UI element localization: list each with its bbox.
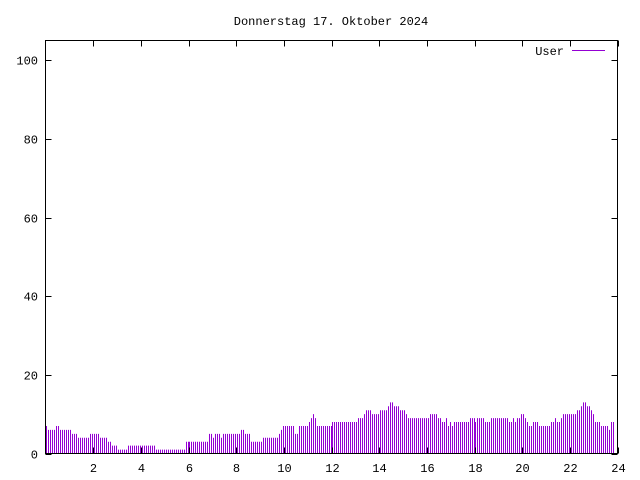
y-tick-label: 0 — [31, 449, 38, 463]
x-tick-label: 8 — [233, 462, 240, 476]
legend: User — [535, 45, 605, 59]
y-tick-label: 80 — [24, 134, 38, 148]
x-tick-label: 18 — [468, 462, 482, 476]
x-tick-label: 16 — [420, 462, 434, 476]
y-tick-label: 40 — [24, 291, 38, 305]
x-tick-label: 20 — [515, 462, 529, 476]
y-tick-label: 60 — [24, 213, 38, 227]
legend-label: User — [535, 45, 564, 59]
x-tick-label: 24 — [611, 462, 625, 476]
bars — [46, 402, 614, 454]
x-tick-label: 14 — [372, 462, 386, 476]
x-tick-label: 10 — [277, 462, 291, 476]
y-tick-label: 100 — [16, 55, 38, 69]
chart-title: Donnerstag 17. Oktober 2024 — [234, 15, 428, 29]
y-tick-label: 20 — [24, 370, 38, 384]
x-tick-label: 4 — [138, 462, 145, 476]
x-tick-label: 22 — [563, 462, 577, 476]
x-tick-label: 2 — [90, 462, 97, 476]
x-tick-label: 12 — [325, 462, 339, 476]
plot-border — [45, 40, 618, 454]
x-tick-label: 6 — [186, 462, 193, 476]
